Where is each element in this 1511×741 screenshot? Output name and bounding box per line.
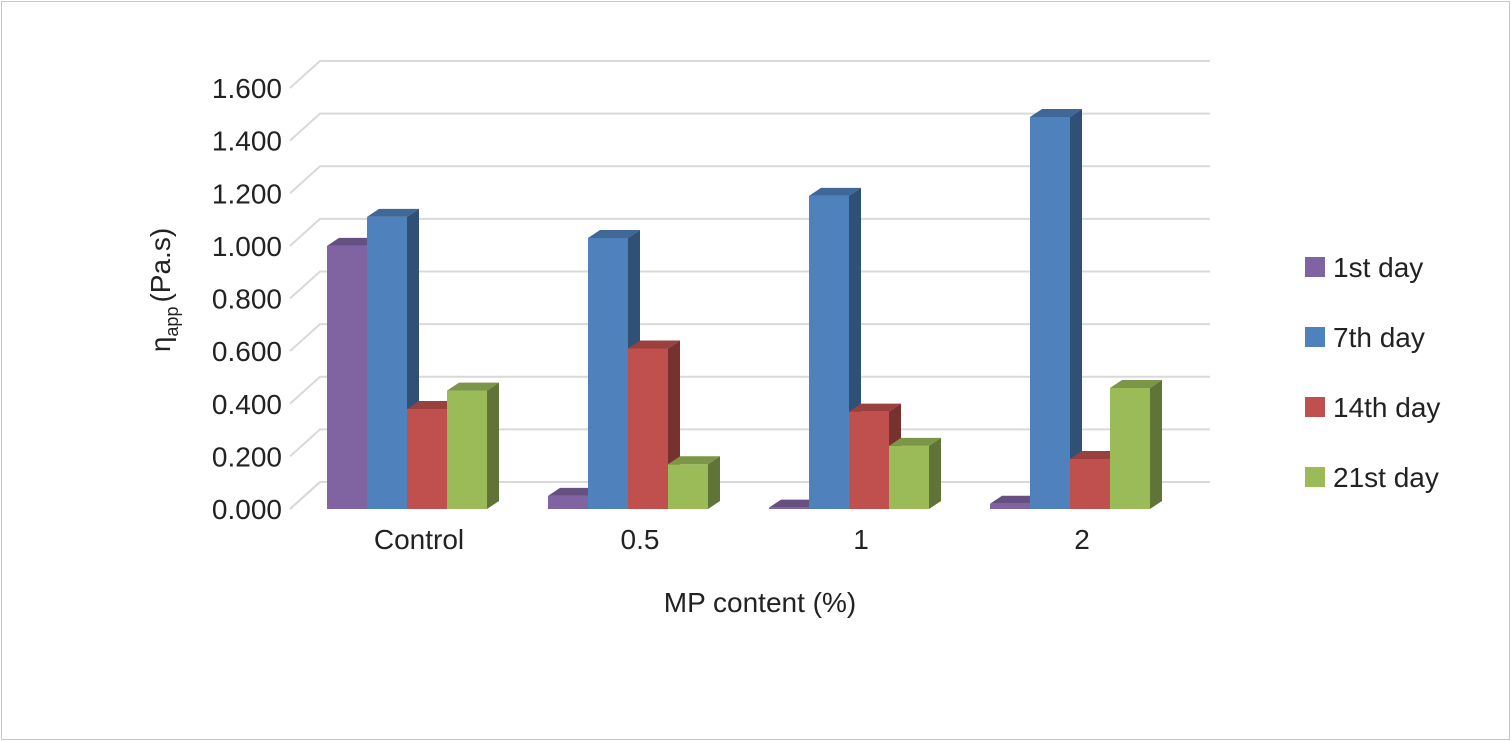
- bar-top: [628, 340, 680, 349]
- y-axis-label: ηapp (Pa.s): [145, 228, 182, 352]
- x-tick-label: 2: [1074, 524, 1090, 555]
- bar-front: [1070, 459, 1110, 509]
- bar-top: [548, 487, 600, 496]
- bar-front: [849, 411, 889, 509]
- bar-side: [929, 437, 941, 509]
- bar-front: [889, 445, 929, 509]
- x-tick-label: 0.5: [621, 524, 660, 555]
- bar-21st-day-1: [889, 437, 941, 509]
- bar-top: [849, 403, 901, 412]
- x-axis-label: MP content (%): [664, 587, 856, 618]
- y-axis-label-sub: app: [162, 307, 182, 337]
- bar-front: [1030, 116, 1070, 509]
- y-tick-label: 1.200: [212, 178, 282, 209]
- bar-top: [327, 237, 379, 246]
- gridline: [289, 270, 1210, 300]
- bar-top: [1070, 451, 1122, 460]
- bar-front: [769, 507, 809, 509]
- gridline: [289, 375, 1210, 405]
- legend-swatch: [1305, 257, 1325, 277]
- legend: 1st day 7th day 14th day 21st day: [1305, 252, 1440, 493]
- bar-side: [708, 456, 720, 509]
- bar-top: [1030, 108, 1082, 117]
- y-tick-label: 1.000: [212, 231, 282, 262]
- legend-label: 14th day: [1333, 392, 1440, 423]
- y-tick-label: 0.000: [212, 494, 282, 525]
- bar-top: [889, 437, 941, 446]
- bar-front: [327, 245, 367, 509]
- bar-front: [447, 390, 487, 509]
- bar-side: [1150, 379, 1162, 509]
- y-tick-label: 1.400: [212, 126, 282, 157]
- bar-front: [668, 464, 708, 509]
- y-axis-ticks: 0.000 0.200 0.400 0.600 0.800 1.000 1.200 1.400…: [212, 73, 282, 525]
- gridline: [289, 217, 1210, 247]
- gridline: [289, 323, 1210, 352]
- legend-label: 1st day: [1333, 252, 1423, 283]
- y-tick-label: 0.200: [212, 441, 282, 472]
- bar-front: [407, 409, 447, 509]
- bar-front: [990, 503, 1030, 509]
- x-axis-ticks: Control 0.5 1 2: [374, 524, 1090, 555]
- bars: [327, 108, 1162, 509]
- bar-21st-day-0.5: [668, 456, 720, 509]
- bar-top: [668, 456, 720, 465]
- bar-front: [1110, 387, 1150, 509]
- bar-14th-day-0.5: [628, 340, 680, 509]
- bar-7th-day-2: [1030, 108, 1082, 509]
- legend-label: 21st day: [1333, 462, 1439, 493]
- x-tick-label: Control: [374, 524, 464, 555]
- bar-front: [809, 195, 849, 509]
- svg-text:ηapp(Pa.s): ηapp (Pa.s): [145, 228, 182, 352]
- bar-top: [990, 495, 1042, 504]
- gridline: [289, 60, 1210, 89]
- bar-side: [487, 382, 499, 509]
- gridline: [289, 112, 1210, 142]
- y-tick-label: 0.800: [212, 284, 282, 315]
- bar-front: [548, 495, 588, 509]
- bar-top: [367, 208, 419, 217]
- bar-21st-day-2: [1110, 379, 1162, 509]
- y-axis-label-unit: (Pa.s): [145, 228, 176, 303]
- bar-top: [407, 401, 459, 410]
- y-axis-label-main: η: [145, 337, 176, 353]
- y-tick-label: 1.600: [212, 73, 282, 104]
- bar-top: [447, 382, 499, 391]
- bar-front: [628, 348, 668, 509]
- bar-top: [1110, 379, 1162, 388]
- legend-swatch: [1305, 327, 1325, 347]
- bar-top: [588, 229, 640, 238]
- gridline: [289, 428, 1210, 458]
- bar-front: [588, 237, 628, 509]
- y-tick-label: 0.600: [212, 336, 282, 367]
- legend-swatch: [1305, 397, 1325, 417]
- gridlines: [289, 60, 1210, 510]
- bar-21st-day-Control: [447, 382, 499, 509]
- bar-7th-day-1: [809, 187, 861, 509]
- bar-top: [769, 499, 821, 508]
- legend-label: 7th day: [1333, 322, 1425, 353]
- x-tick-label: 1: [853, 524, 869, 555]
- bar-side: [1070, 108, 1082, 509]
- gridline: [289, 165, 1210, 194]
- legend-swatch: [1305, 467, 1325, 487]
- bar-front: [367, 216, 407, 509]
- y-tick-label: 0.400: [212, 389, 282, 420]
- bar-top: [809, 187, 861, 196]
